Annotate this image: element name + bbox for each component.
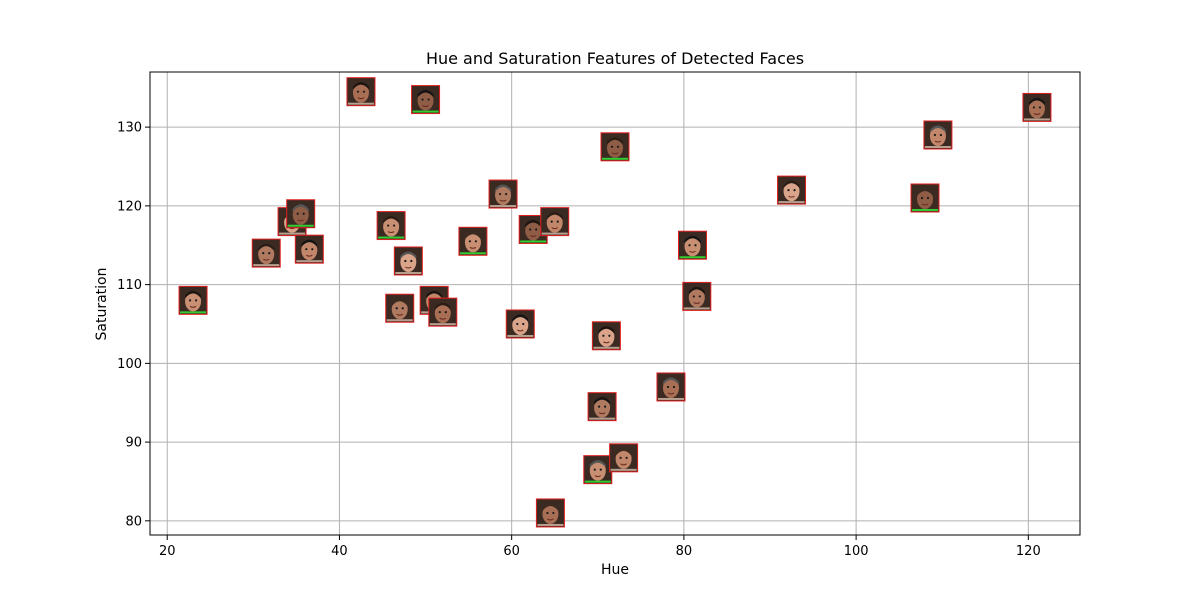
face-marker [777, 175, 807, 205]
face-marker [682, 281, 712, 311]
x-tick-label: 60 [503, 544, 520, 559]
face-marker [923, 120, 953, 150]
y-axis-label: Saturation [94, 268, 110, 341]
axis-ticks: 20 40 60 80 100 120 80 90 100 110 120 130 [117, 121, 1041, 559]
y-tick-label: 90 [125, 436, 142, 451]
face-marker [488, 179, 518, 209]
face-marker [178, 285, 208, 315]
y-tick-label: 110 [117, 278, 142, 293]
face-marker [393, 246, 423, 276]
face-marker [591, 321, 621, 351]
y-tick-label: 100 [117, 357, 142, 372]
face-marker [587, 392, 617, 422]
x-tick-label: 120 [1016, 544, 1041, 559]
face-marker [411, 85, 441, 115]
chart-title: Hue and Saturation Features of Detected … [426, 49, 804, 68]
y-tick-label: 130 [117, 121, 142, 136]
plot-frame [149, 71, 1081, 536]
face-marker [505, 309, 535, 339]
face-marker [376, 211, 406, 241]
face-marker [458, 226, 488, 256]
face-marker [251, 238, 281, 268]
data-points [178, 77, 1052, 528]
x-tick-label: 40 [331, 544, 348, 559]
y-tick-label: 120 [117, 199, 142, 214]
face-marker [609, 443, 639, 473]
y-tick-label: 80 [125, 514, 142, 529]
face-marker [600, 132, 630, 162]
x-tick-label: 80 [676, 544, 693, 559]
face-marker [910, 183, 940, 213]
face-marker [428, 297, 458, 327]
face-marker [294, 234, 324, 264]
face-marker [583, 455, 613, 485]
x-tick-label: 20 [159, 544, 176, 559]
face-marker [385, 293, 415, 323]
x-tick-label: 100 [844, 544, 869, 559]
face-marker [535, 498, 565, 528]
face-marker [678, 230, 707, 260]
face-marker [1022, 92, 1052, 122]
face-marker [286, 199, 316, 229]
x-axis-label: Hue [601, 562, 629, 578]
face-marker [656, 372, 686, 402]
face-marker [540, 207, 570, 237]
face-marker [346, 77, 376, 107]
